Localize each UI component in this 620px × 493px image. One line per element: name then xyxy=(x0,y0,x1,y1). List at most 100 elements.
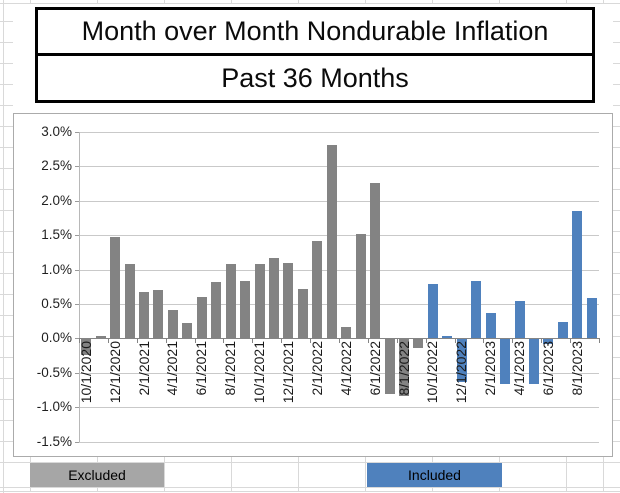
chart-title-box[interactable]: Month over Month Nondurable Inflation Pa… xyxy=(35,7,595,103)
bar[interactable] xyxy=(485,312,496,339)
category-tick xyxy=(136,338,138,344)
sheet-gridline xyxy=(613,231,620,232)
sheet-gridline xyxy=(0,168,13,169)
x-axis-label: 10/1/2020 xyxy=(77,341,94,404)
sheet-gridline xyxy=(298,455,299,491)
sheet-gridline xyxy=(432,0,433,3)
sheet-gridline xyxy=(0,189,13,190)
bar[interactable] xyxy=(240,280,251,339)
bar[interactable] xyxy=(557,321,568,339)
chart-title-line2[interactable]: Past 36 Months xyxy=(221,62,409,93)
y-axis-label: -1.5% xyxy=(36,433,72,449)
bar-chart[interactable]: 3.0% 2.5% 2.0% 1.5% 1.0% 0.5% 0.0% -0.5% -1.0% -1… xyxy=(13,113,613,457)
sheet-gridline xyxy=(0,63,13,64)
bar[interactable] xyxy=(269,257,279,339)
sheet-gridline xyxy=(613,315,620,316)
category-tick xyxy=(483,338,485,344)
sheet-gridline xyxy=(603,455,604,491)
bar[interactable] xyxy=(153,290,164,339)
y-gridline xyxy=(79,235,599,237)
bar[interactable] xyxy=(399,339,409,397)
bar[interactable] xyxy=(586,298,597,339)
x-axis-label: 8/1/2022 xyxy=(395,341,412,396)
bar[interactable] xyxy=(124,264,135,339)
bar[interactable] xyxy=(254,264,265,339)
sheet-gridline xyxy=(613,105,620,106)
bar[interactable] xyxy=(456,339,467,383)
bar[interactable] xyxy=(95,335,106,339)
category-tick xyxy=(194,338,196,344)
sheet-gridline xyxy=(0,231,13,232)
y-axis-label: 1.0% xyxy=(41,261,72,277)
sheet-gridline xyxy=(613,273,620,274)
bar[interactable] xyxy=(427,284,438,339)
sheet-gridline xyxy=(0,462,620,463)
x-axis-label: 8/1/2021 xyxy=(222,341,239,396)
bar[interactable] xyxy=(312,241,323,339)
y-gridline xyxy=(79,372,599,374)
sheet-gridline xyxy=(566,455,567,491)
bar[interactable] xyxy=(442,335,453,339)
sheet-gridline xyxy=(0,420,13,421)
sheet-gridline xyxy=(0,491,620,492)
sheet-gridline xyxy=(0,105,13,106)
bar[interactable] xyxy=(182,322,193,339)
sheet-gridline xyxy=(0,357,13,358)
y-axis-label: 1.5% xyxy=(41,227,72,243)
x-axis-label: 2/1/2021 xyxy=(135,341,152,396)
bar[interactable] xyxy=(543,339,554,345)
bar[interactable] xyxy=(413,339,424,349)
sheet-gridline xyxy=(298,0,299,3)
x-axis-label: 12/1/2021 xyxy=(279,341,296,404)
sheet-gridline xyxy=(613,168,620,169)
legend-included-cell[interactable]: Included xyxy=(367,463,502,487)
bar[interactable] xyxy=(326,145,337,339)
sheet-gridline xyxy=(0,273,13,274)
y-axis-tick xyxy=(75,200,79,202)
x-axis-label: 6/1/2023 xyxy=(539,341,556,396)
bar[interactable] xyxy=(370,182,381,339)
sheet-gridline xyxy=(613,420,620,421)
y-gridline xyxy=(79,132,599,133)
bar[interactable] xyxy=(500,339,511,385)
bar[interactable] xyxy=(572,211,583,339)
y-axis-tick xyxy=(75,166,79,168)
bar[interactable] xyxy=(81,339,92,356)
bar[interactable] xyxy=(529,339,539,385)
bar[interactable] xyxy=(471,280,482,339)
legend-excluded-cell[interactable]: Excluded xyxy=(30,463,164,487)
sheet-gridline xyxy=(231,0,232,3)
bar[interactable] xyxy=(196,297,207,339)
bar[interactable] xyxy=(211,281,222,339)
x-axis-label: 10/1/2021 xyxy=(251,341,268,404)
sheet-gridline xyxy=(613,210,620,211)
category-tick xyxy=(599,338,600,344)
category-tick xyxy=(570,338,572,344)
bar[interactable] xyxy=(139,292,149,339)
y-axis-tick xyxy=(75,407,79,409)
bar[interactable] xyxy=(355,233,366,339)
sheet-gridline xyxy=(0,210,13,211)
y-gridline xyxy=(79,304,599,305)
category-tick xyxy=(367,338,369,344)
x-axis-label: 6/1/2021 xyxy=(193,341,210,396)
chart-title-line1[interactable]: Month over Month Nondurable Inflation xyxy=(38,10,592,56)
category-tick xyxy=(223,338,225,344)
bar[interactable] xyxy=(225,264,236,339)
y-gridline xyxy=(79,269,599,271)
category-tick xyxy=(281,338,283,344)
y-axis-tick xyxy=(75,132,79,133)
sheet-gridline xyxy=(97,0,98,3)
sheet-gridline xyxy=(0,399,13,400)
bar[interactable] xyxy=(297,288,308,339)
bar[interactable] xyxy=(514,300,525,339)
bar[interactable] xyxy=(283,262,294,339)
bar[interactable] xyxy=(341,326,352,339)
bar[interactable] xyxy=(167,310,178,339)
bar[interactable] xyxy=(110,236,121,339)
sheet-gridline xyxy=(613,357,620,358)
bar[interactable] xyxy=(384,339,395,395)
x-axis-label: 2/1/2022 xyxy=(308,341,325,396)
sheet-gridline xyxy=(164,0,165,3)
